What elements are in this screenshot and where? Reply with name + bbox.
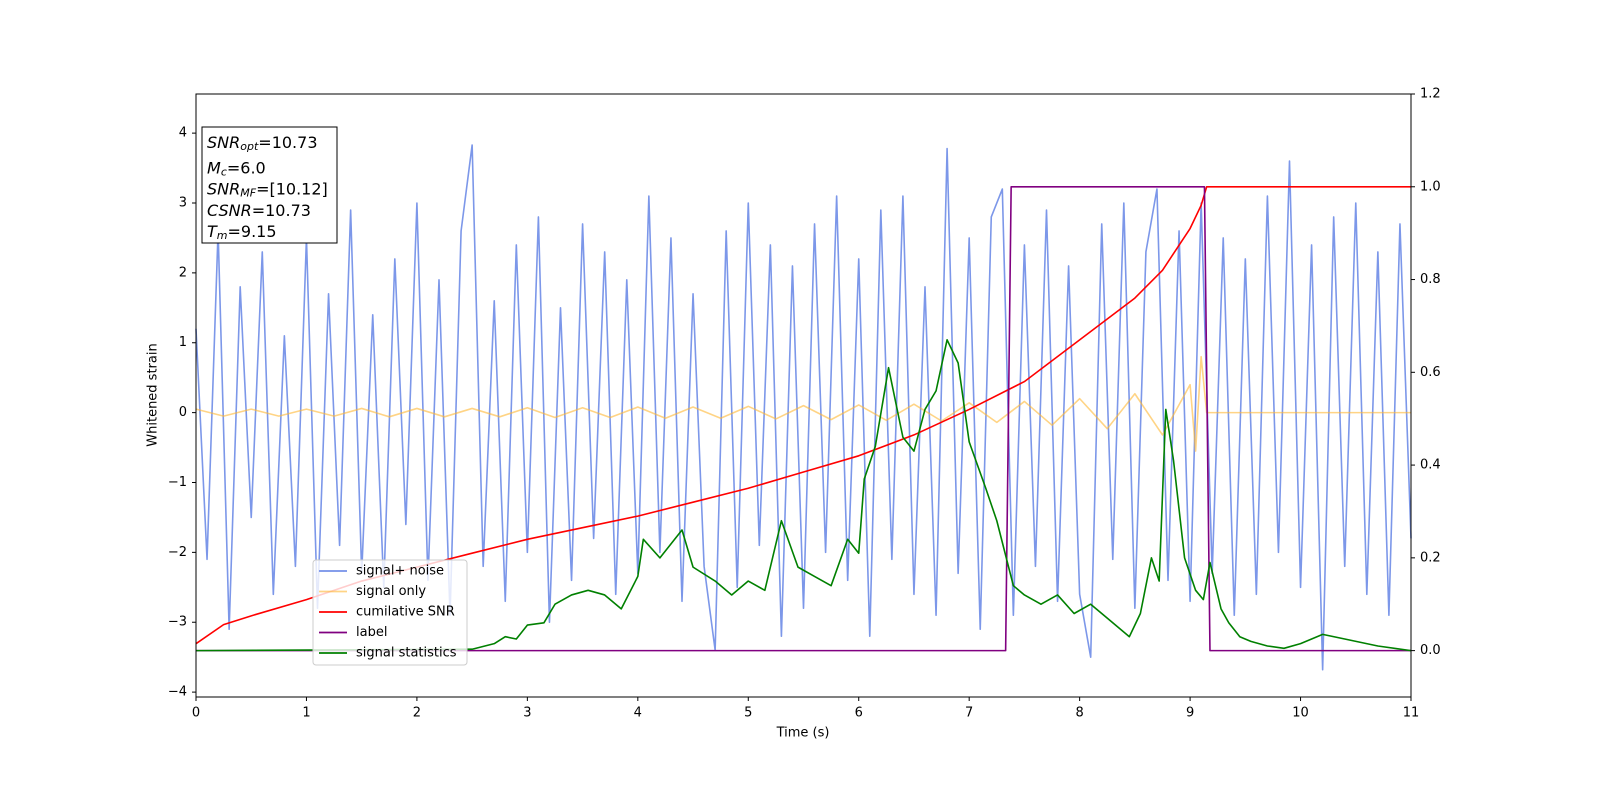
x-tick-label: 1: [302, 706, 310, 721]
annotation-box: [201, 126, 338, 244]
y2-tick-label: 1.2: [1420, 87, 1441, 102]
y-tick-label: −4: [168, 685, 187, 700]
y2-tick-label: 0.8: [1420, 272, 1441, 287]
annotation-value: =10.73: [258, 133, 317, 152]
x-tick-label: 0: [192, 706, 200, 721]
annotation: SNRMF=[10.12]: [207, 179, 328, 200]
y2-tick-label: 1.0: [1420, 179, 1441, 194]
x-tick-label: 7: [965, 706, 973, 721]
y2-tick-label: 0.4: [1420, 458, 1441, 473]
y-tick-label: 2: [179, 265, 187, 280]
y-tick-label: 4: [179, 126, 187, 141]
series-line: [195, 339, 1412, 652]
annotation-value: =9.15: [228, 222, 277, 241]
annotation-symbol: CSNR: [207, 200, 252, 219]
y2-tick-label: 0.6: [1420, 365, 1441, 380]
x-axis-label: Time (s): [776, 726, 830, 741]
annotation-symbol: M: [207, 158, 221, 177]
annotation-subscript: m: [217, 229, 228, 242]
x-tick-label: 6: [855, 706, 863, 721]
y-tick-label: 3: [179, 196, 187, 211]
y-tick-label: 1: [179, 335, 187, 350]
legend-label: signal only: [356, 584, 426, 599]
y2-tick-label: 0.2: [1420, 550, 1441, 565]
legend-label: signal+ noise: [356, 564, 444, 579]
annotation: CSNR=10.73: [207, 200, 311, 219]
annotation-value: =10.73: [252, 200, 311, 219]
annotation-symbol: SNR: [207, 133, 240, 152]
annotation-value: =[10.12]: [256, 179, 328, 198]
annotation: Tm=9.15: [207, 222, 277, 243]
x-tick-label: 3: [523, 706, 531, 721]
annotation: Mc=6.0: [207, 158, 266, 179]
legend-label: signal statistics: [356, 646, 457, 661]
legend-box: [312, 559, 468, 666]
annotation-subscript: MF: [240, 187, 256, 200]
x-tick-label: 5: [744, 706, 752, 721]
series-line: [195, 355, 1411, 452]
legend-label: cumilative SNR: [356, 605, 455, 620]
y-tick-label: 0: [179, 405, 187, 420]
y-tick-label: −1: [168, 475, 187, 490]
x-tick-label: 4: [634, 706, 642, 721]
x-tick-label: 10: [1292, 706, 1309, 721]
annotation-symbol: SNR: [207, 179, 240, 198]
annotation-value: =6.0: [227, 158, 266, 177]
y-tick-label: −2: [168, 545, 187, 560]
x-tick-label: 8: [1075, 706, 1083, 721]
annotation-subscript: opt: [240, 140, 259, 153]
x-tick-label: 11: [1403, 706, 1420, 721]
legend-label: label: [356, 625, 387, 640]
x-tick-label: 9: [1186, 706, 1194, 721]
series-line: [196, 185, 1411, 652]
plot-frame: [195, 93, 1412, 698]
annotation-subscript: c: [221, 165, 227, 178]
series-line: [195, 144, 1412, 671]
y-axis-label: Whitened strain: [146, 343, 161, 446]
y-tick-label: −3: [168, 615, 187, 630]
annotation: SNRopt=10.73: [207, 133, 318, 154]
y2-tick-label: 0.0: [1420, 643, 1441, 658]
x-tick-label: 2: [413, 706, 421, 721]
annotation-symbol: T: [207, 222, 218, 241]
